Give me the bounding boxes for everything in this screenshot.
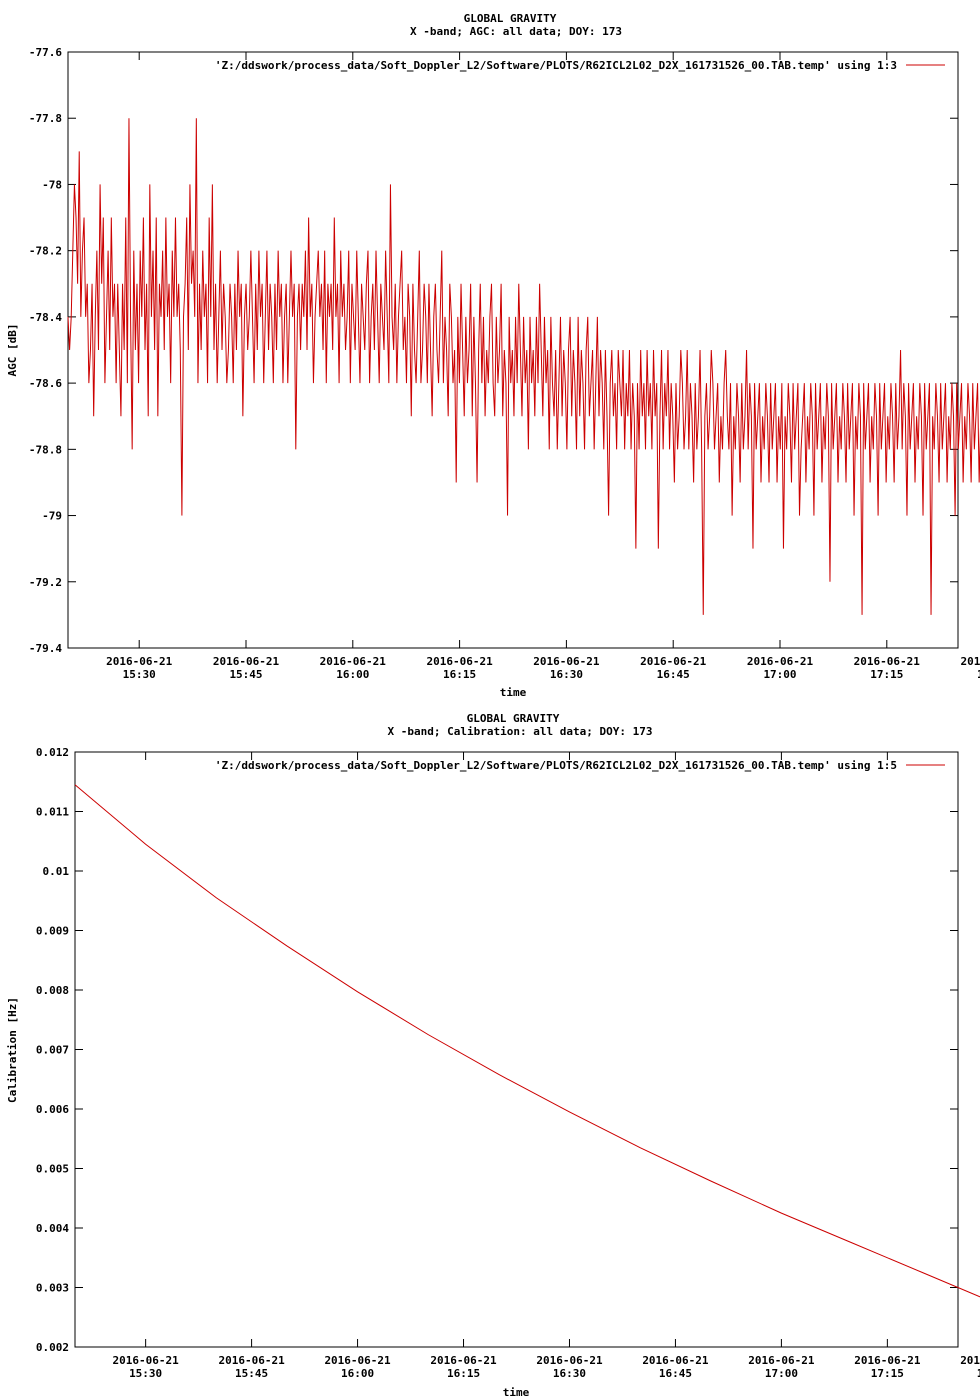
chart-subtitle: X -band; Calibration: all data; DOY: 173 <box>388 725 653 738</box>
x-tick-time: 15:45 <box>229 668 262 681</box>
y-axis-label: Calibration [Hz] <box>6 997 19 1103</box>
y-tick-label: 0.003 <box>36 1282 69 1295</box>
y-tick-label: 0.008 <box>36 984 69 997</box>
y-tick-label: 0.004 <box>36 1222 69 1235</box>
x-tick-date: 2016-06-21 <box>536 1354 603 1367</box>
x-tick-date: 2016-06-21 <box>854 655 921 668</box>
x-axis-ticks: 2016-06-2115:302016-06-2115:452016-06-21… <box>113 752 980 1380</box>
legend-label: 'Z:/ddswork/process_data/Soft_Doppler_L2… <box>215 759 897 772</box>
y-tick-label: -77.6 <box>29 46 62 59</box>
y-tick-label: 0.002 <box>36 1341 69 1354</box>
x-axis-label: time <box>503 1386 530 1399</box>
y-tick-label: 0.007 <box>36 1044 69 1057</box>
x-tick-date: 2016-06-21 <box>747 655 814 668</box>
x-tick-time: 17:15 <box>870 668 903 681</box>
x-tick-date: 2016-06-21 <box>218 1354 285 1367</box>
plot-frame <box>67 51 959 649</box>
x-tick-time: 15:30 <box>123 668 156 681</box>
y-tick-label: 0.009 <box>36 925 69 938</box>
x-tick-time: 16:00 <box>341 1367 374 1380</box>
series-line <box>67 118 980 615</box>
x-tick-date: 2016-06-21 <box>213 655 280 668</box>
x-tick-time: 16:15 <box>443 668 476 681</box>
chart-title: GLOBAL GRAVITY <box>464 12 557 25</box>
x-tick-date: 2016-06-21 <box>320 655 387 668</box>
y-tick-label: -78.6 <box>29 377 62 390</box>
x-tick-date: 2016-06-21 <box>106 655 173 668</box>
x-tick-date: 2016-06-21 <box>642 1354 709 1367</box>
x-axis-ticks: 2016-06-2115:302016-06-2115:452016-06-21… <box>106 52 980 681</box>
x-tick-time: 15:30 <box>129 1367 162 1380</box>
y-tick-label: -79.2 <box>29 576 62 589</box>
y-tick-label: -78.4 <box>29 311 62 324</box>
y-axis-label: AGC [dB] <box>6 324 19 377</box>
chart-subtitle: X -band; AGC: all data; DOY: 173 <box>410 25 622 38</box>
x-tick-date: 2016-06-21 <box>748 1354 815 1367</box>
y-tick-label: 0.006 <box>36 1103 69 1116</box>
x-tick-date: 2016-06-21 <box>426 655 493 668</box>
y-tick-label: -79 <box>42 510 62 523</box>
x-tick-time: 17:00 <box>763 668 796 681</box>
x-tick-date: 2016-06-21 <box>533 655 600 668</box>
y-axis-ticks: -77.6 -77.8 -78 -78.2 -78.4 -78.6 -78.8 -79 -79.… <box>29 46 958 655</box>
series-line <box>74 784 980 1298</box>
chart-agc: GLOBAL GRAVITY X -band; AGC: all data; D… <box>6 12 980 699</box>
x-tick-time: 16:30 <box>553 1367 586 1380</box>
legend-label: 'Z:/ddswork/process_data/Soft_Doppler_L2… <box>215 59 897 72</box>
x-tick-date: 2016-06-21 <box>854 1354 921 1367</box>
x-tick-date: 2016-06-21 <box>640 655 707 668</box>
y-tick-label: -78.2 <box>29 245 62 258</box>
x-tick-date: 2016-06-21 <box>960 1354 980 1367</box>
y-tick-label: 0.012 <box>36 746 69 759</box>
x-tick-date: 2016-06-21 <box>960 655 980 668</box>
x-tick-date: 2016-06-21 <box>430 1354 497 1367</box>
x-tick-time: 17:30 <box>977 668 980 681</box>
y-tick-label: -79.4 <box>29 642 62 655</box>
y-tick-label: -78.8 <box>29 443 62 456</box>
x-tick-time: 17:15 <box>871 1367 904 1380</box>
x-tick-time: 16:00 <box>336 668 369 681</box>
x-tick-time: 16:30 <box>550 668 583 681</box>
y-tick-label: 0.011 <box>36 806 69 819</box>
x-tick-time: 16:45 <box>659 1367 692 1380</box>
x-axis-label: time <box>500 686 527 699</box>
y-tick-label: 0.01 <box>43 865 70 878</box>
chart-calibration: GLOBAL GRAVITY X -band; Calibration: all… <box>6 712 980 1399</box>
chart-title: GLOBAL GRAVITY <box>467 712 560 725</box>
x-tick-time: 17:00 <box>765 1367 798 1380</box>
x-tick-time: 17:30 <box>977 1367 980 1380</box>
y-tick-label: -78 <box>42 178 62 191</box>
y-tick-label: 0.005 <box>36 1163 69 1176</box>
x-tick-date: 2016-06-21 <box>113 1354 180 1367</box>
x-tick-time: 15:45 <box>235 1367 268 1380</box>
y-tick-label: -77.8 <box>29 112 62 125</box>
y-axis-ticks: 0.012 0.011 0.01 0.009 0.008 0.007 0.006 0.005 0… <box>36 746 958 1354</box>
plot-frame <box>74 751 959 1348</box>
x-tick-time: 16:15 <box>447 1367 480 1380</box>
x-tick-time: 16:45 <box>657 668 690 681</box>
x-tick-date: 2016-06-21 <box>324 1354 391 1367</box>
